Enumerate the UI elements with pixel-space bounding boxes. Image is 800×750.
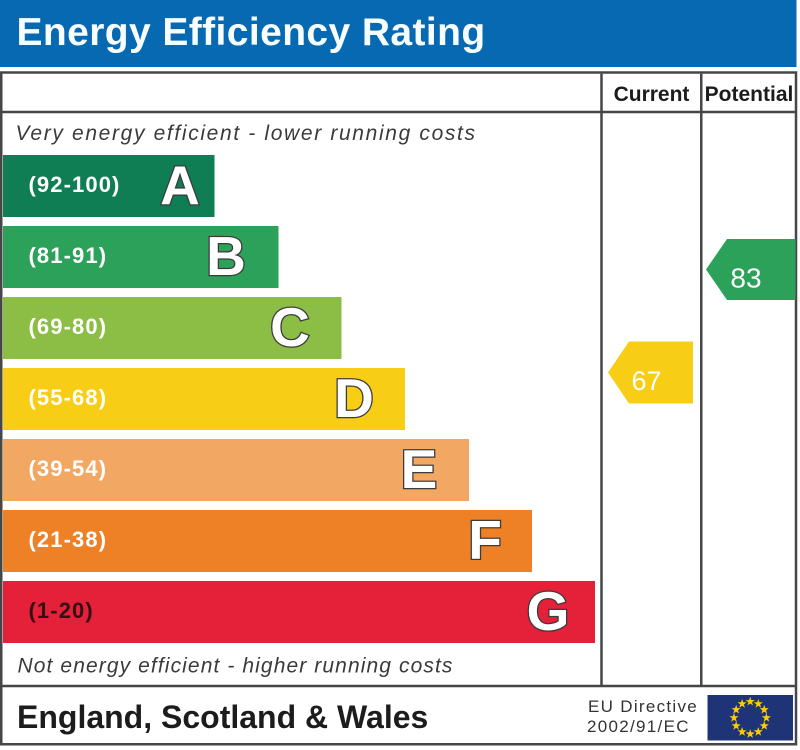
svg-text:Not energy efficient - higher: Not energy efficient - higher running co… bbox=[18, 655, 454, 678]
svg-text:Energy Efficiency Rating: Energy Efficiency Rating bbox=[17, 11, 486, 54]
svg-text:EU Directive: EU Directive bbox=[588, 697, 698, 716]
svg-text:G: G bbox=[527, 580, 570, 642]
svg-text:83: 83 bbox=[730, 263, 761, 294]
svg-text:(55-68): (55-68) bbox=[29, 385, 108, 410]
svg-text:(1-20): (1-20) bbox=[29, 598, 94, 623]
svg-text:England, Scotland & Wales: England, Scotland & Wales bbox=[17, 699, 428, 735]
svg-text:F: F bbox=[468, 509, 502, 571]
svg-text:67: 67 bbox=[631, 366, 661, 396]
svg-text:Very energy efficient - lower: Very energy efficient - lower running co… bbox=[16, 122, 477, 145]
svg-text:A: A bbox=[160, 154, 200, 216]
svg-text:C: C bbox=[270, 296, 310, 358]
svg-text:E: E bbox=[401, 438, 438, 500]
svg-text:(21-38): (21-38) bbox=[29, 527, 108, 552]
svg-text:(39-54): (39-54) bbox=[29, 456, 108, 481]
svg-text:2002/91/EC: 2002/91/EC bbox=[587, 717, 690, 736]
svg-text:(69-80): (69-80) bbox=[29, 314, 108, 339]
svg-text:Potential: Potential bbox=[705, 83, 794, 106]
svg-text:Current: Current bbox=[614, 83, 690, 106]
svg-text:B: B bbox=[206, 225, 246, 287]
svg-text:D: D bbox=[334, 367, 374, 429]
svg-text:(92-100): (92-100) bbox=[29, 172, 121, 197]
svg-text:(81-91): (81-91) bbox=[29, 243, 108, 268]
